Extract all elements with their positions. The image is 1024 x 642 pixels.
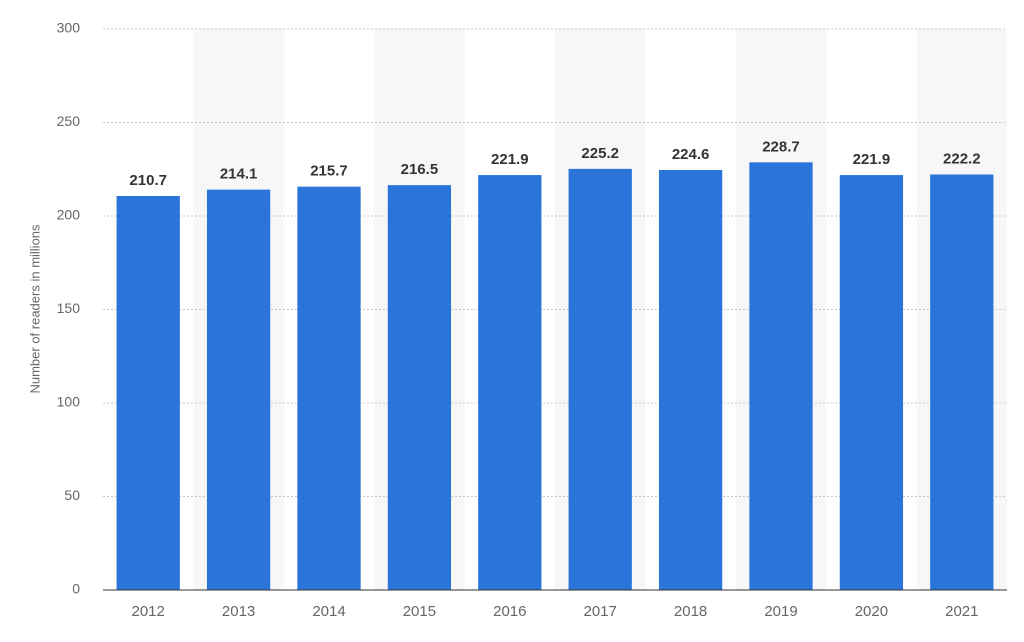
bar	[387, 185, 452, 590]
value-label: 216.5	[401, 161, 439, 178]
value-label: 215.7	[310, 163, 348, 180]
y-axis-label: Number of readers in millions	[27, 224, 42, 394]
value-label: 210.7	[129, 172, 167, 189]
bar	[930, 174, 994, 590]
bar	[297, 186, 361, 591]
bar	[206, 189, 271, 590]
y-tick-label: 0	[72, 581, 80, 597]
value-label: 228.7	[762, 138, 800, 155]
y-tick-label: 250	[57, 113, 81, 129]
y-tick-label: 50	[64, 487, 80, 503]
value-label: 222.2	[943, 150, 981, 167]
value-label: 224.6	[672, 146, 710, 163]
bar	[478, 175, 542, 590]
x-tick-label: 2019	[764, 603, 797, 620]
value-label: 221.9	[491, 151, 529, 168]
x-tick-label: 2021	[945, 603, 978, 620]
x-tick-label: 2018	[674, 603, 707, 620]
bar	[658, 169, 723, 591]
y-tick-label: 300	[57, 20, 81, 36]
y-tick-label: 150	[57, 300, 81, 316]
x-tick-label: 2013	[222, 603, 255, 620]
y-tick-label: 100	[57, 394, 81, 410]
x-tick-label: 2015	[403, 603, 436, 620]
value-label: 221.9	[853, 151, 891, 168]
x-tick-label: 2020	[855, 603, 888, 620]
bar	[749, 162, 813, 590]
bar	[568, 168, 632, 590]
y-tick-label: 200	[57, 207, 81, 223]
value-label: 214.1	[220, 166, 258, 183]
bar	[839, 175, 904, 590]
x-tick-label: 2016	[493, 603, 526, 620]
x-tick-label: 2012	[132, 603, 165, 620]
value-label: 225.2	[581, 145, 619, 162]
x-tick-label: 2014	[312, 603, 345, 620]
bar	[116, 195, 180, 590]
x-tick-label: 2017	[584, 603, 617, 620]
